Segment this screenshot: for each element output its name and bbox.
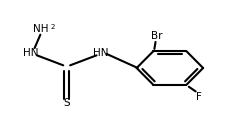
- Text: 2: 2: [50, 24, 55, 30]
- Text: F: F: [195, 92, 201, 102]
- Text: Br: Br: [150, 31, 162, 41]
- Text: HN: HN: [23, 48, 39, 58]
- Text: S: S: [63, 98, 70, 108]
- Text: NH: NH: [33, 24, 48, 34]
- Text: HN: HN: [93, 48, 108, 58]
